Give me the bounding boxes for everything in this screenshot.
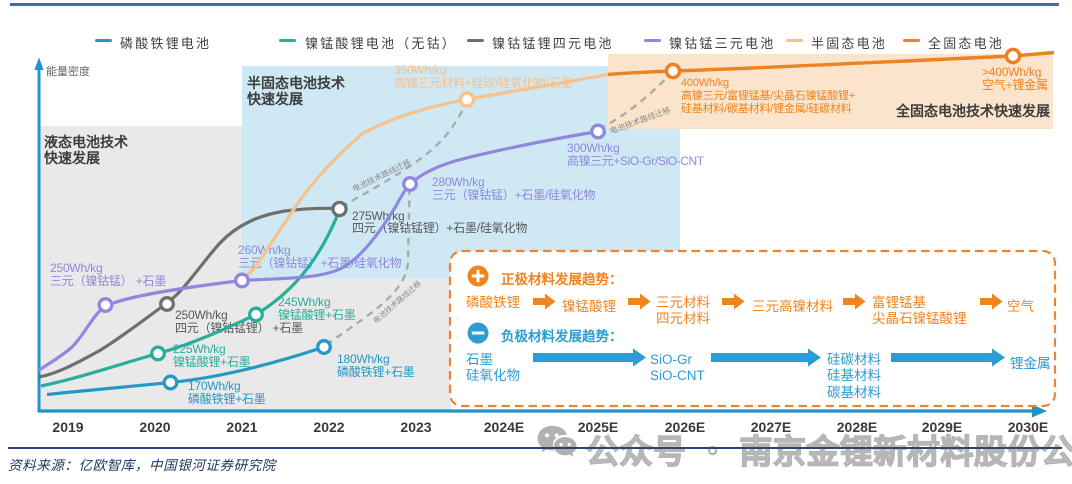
svg-text:电池技术路线迁移: 电池技术路线迁移 [608, 105, 672, 136]
svg-text:电池技术路线迁移: 电池技术路线迁移 [371, 278, 424, 326]
svg-text:电池技术路线迁移: 电池技术路线迁移 [350, 157, 412, 194]
